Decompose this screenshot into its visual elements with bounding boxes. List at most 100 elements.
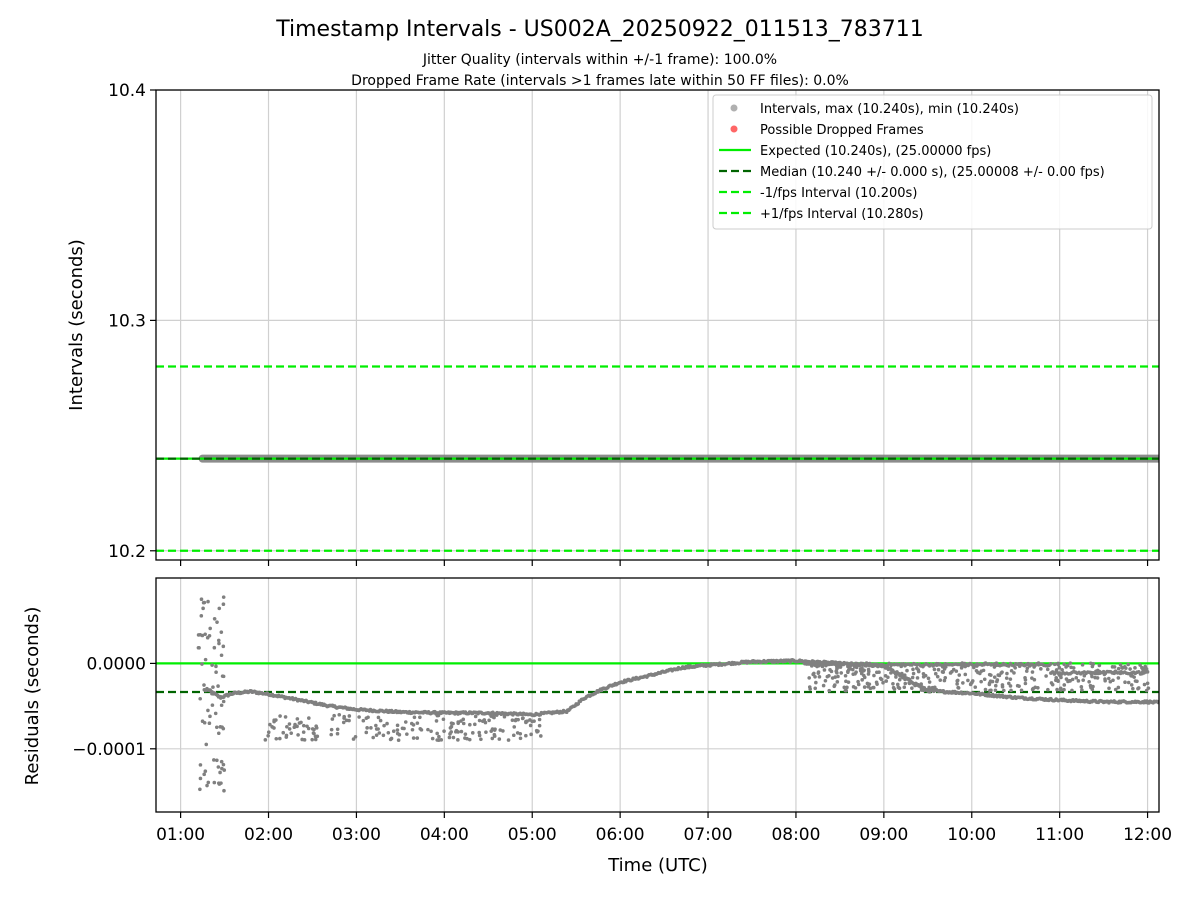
residual-point xyxy=(210,663,214,667)
residual-point xyxy=(1017,664,1022,668)
legend-label: -1/fps Interval (10.200s) xyxy=(760,186,917,201)
residual-point xyxy=(816,670,821,674)
residual-point xyxy=(395,728,400,732)
legend-box xyxy=(712,94,1153,230)
residual-point xyxy=(283,715,288,719)
residual-point xyxy=(1113,687,1118,692)
residual-point xyxy=(490,736,495,741)
residual-point xyxy=(210,703,215,707)
residual-point xyxy=(278,736,282,741)
chart-subtitle-jitter: Jitter Quality (intervals within +/-1 fr… xyxy=(422,52,777,68)
residual-point xyxy=(376,715,381,720)
residual-point xyxy=(979,679,983,684)
residual-point xyxy=(839,671,844,675)
residual-point xyxy=(202,683,206,687)
residual-point xyxy=(1131,686,1135,691)
residual-point xyxy=(484,730,488,734)
residual-point xyxy=(306,726,311,731)
residual-point xyxy=(832,683,837,687)
residual-point xyxy=(1009,668,1014,673)
residual-point xyxy=(999,671,1004,675)
residual-point xyxy=(198,787,202,792)
residual-point xyxy=(1058,686,1063,691)
residual-point xyxy=(911,667,915,672)
residual-point xyxy=(341,720,346,725)
residual-point xyxy=(1144,667,1149,671)
residual-point xyxy=(1026,662,1031,667)
residual-point xyxy=(409,721,414,726)
residual-point xyxy=(219,630,224,634)
residual-point xyxy=(506,738,511,742)
residual-point xyxy=(477,733,482,738)
residual-point xyxy=(1097,663,1102,668)
residual-point xyxy=(817,675,822,679)
residual-point xyxy=(963,672,968,677)
residual-point xyxy=(1129,673,1133,678)
residual-point xyxy=(910,675,915,680)
residual-point xyxy=(451,735,456,740)
residual-point xyxy=(497,737,502,741)
residual-point xyxy=(344,718,349,723)
residual-point xyxy=(214,725,219,730)
residual-point xyxy=(465,736,469,741)
residual-point xyxy=(1067,679,1072,683)
residual-point xyxy=(1118,662,1123,667)
residual-point xyxy=(957,673,962,677)
residual-point xyxy=(335,731,340,736)
intervals-y-axis-label: Intervals (seconds) xyxy=(66,239,87,411)
residual-point xyxy=(1132,675,1136,679)
residual-point xyxy=(441,717,446,722)
residual-point xyxy=(221,602,226,607)
residual-point xyxy=(439,738,444,742)
residual-point xyxy=(202,600,207,605)
residual-point xyxy=(295,717,300,721)
residual-point xyxy=(266,730,271,735)
residual-point xyxy=(1068,661,1073,665)
residual-point xyxy=(835,680,840,684)
residual-point xyxy=(922,688,926,693)
residual-point xyxy=(376,727,380,731)
residual-point xyxy=(1025,666,1030,671)
residual-point xyxy=(1007,681,1011,686)
residual-point xyxy=(856,682,861,687)
x-tick-label: 09:00 xyxy=(859,825,908,845)
residual-point xyxy=(822,668,827,672)
residual-point xyxy=(846,669,850,674)
residual-point xyxy=(347,714,352,718)
residual-point xyxy=(1102,672,1107,677)
residual-point xyxy=(995,679,999,684)
residual-point xyxy=(518,731,523,736)
residual-point xyxy=(1070,677,1075,682)
residual-point xyxy=(851,672,855,676)
residual-point xyxy=(1107,686,1111,691)
residual-point xyxy=(378,718,383,723)
residual-point xyxy=(842,685,847,690)
residual-point xyxy=(268,722,272,727)
residual-point xyxy=(884,679,889,683)
residual-point xyxy=(287,727,292,731)
residual-point xyxy=(879,677,884,682)
residual-point xyxy=(1093,675,1097,680)
residual-point xyxy=(361,718,366,723)
residual-point xyxy=(994,661,999,666)
residual-point xyxy=(386,730,391,735)
residual-point xyxy=(459,729,464,734)
residual-point xyxy=(862,685,867,689)
residual-point xyxy=(1055,687,1059,692)
residual-point xyxy=(266,733,270,738)
residual-point xyxy=(377,731,382,735)
residual-point xyxy=(296,733,300,737)
residual-point xyxy=(893,672,898,676)
residual-point xyxy=(1116,685,1121,690)
residual-point xyxy=(1118,671,1123,676)
residual-point xyxy=(430,736,435,741)
residual-point xyxy=(808,687,812,691)
residual-point xyxy=(1126,662,1130,667)
residual-point xyxy=(435,731,439,736)
residual-point xyxy=(454,728,459,733)
x-tick-label: 06:00 xyxy=(596,825,645,845)
residual-point xyxy=(434,719,439,723)
residual-point xyxy=(972,665,976,670)
residual-point xyxy=(1056,678,1060,683)
residual-point xyxy=(221,595,226,599)
